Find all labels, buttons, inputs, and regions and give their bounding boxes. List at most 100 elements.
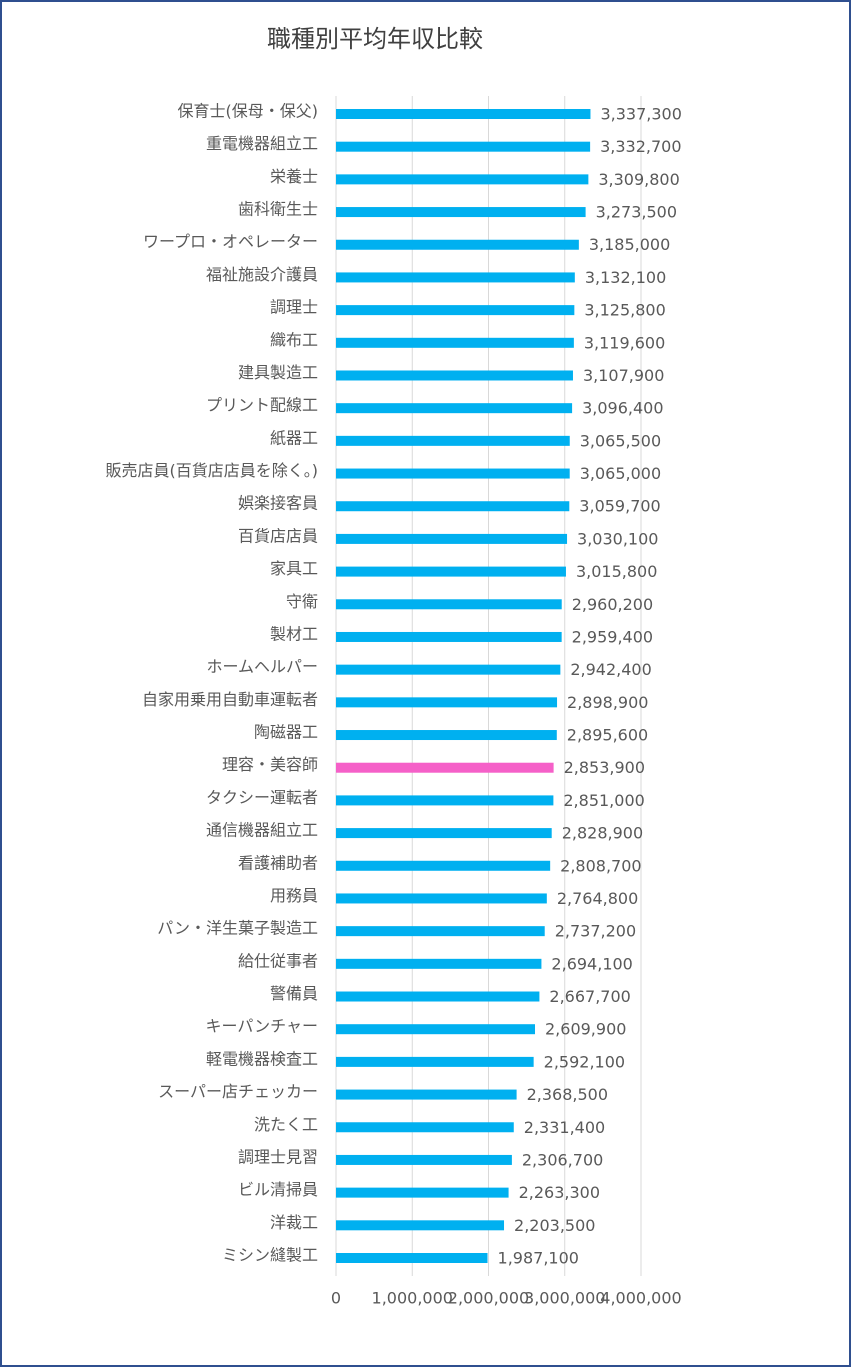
- bar: [336, 141, 591, 152]
- y-tick-label: 守衛: [286, 592, 318, 611]
- bar: [336, 860, 551, 871]
- value-label: 3,332,700: [600, 137, 681, 156]
- value-label: 2,306,700: [522, 1150, 603, 1169]
- y-tick-label: 陶磁器工: [254, 723, 318, 742]
- value-label: 1,987,100: [498, 1249, 579, 1268]
- x-tick-label: 1,000,000: [372, 1289, 453, 1308]
- y-tick-label: 歯科衛生士: [238, 200, 318, 219]
- y-tick-label: ワープロ・オペレーター: [143, 232, 318, 251]
- bar: [336, 926, 545, 937]
- bar: [336, 631, 562, 642]
- y-tick-label: 看護補助者: [238, 853, 318, 872]
- value-label: 2,764,800: [557, 889, 638, 908]
- y-tick-label: ビル清掃員: [238, 1180, 318, 1199]
- bar: [336, 893, 547, 904]
- bar: [336, 1187, 509, 1198]
- y-tick-label: 自家用乗用自動車運転者: [142, 690, 318, 709]
- y-tick-label: 通信機器組立工: [206, 821, 318, 840]
- y-tick-label: 販売店員(百貨店店員を除く。): [106, 461, 319, 480]
- bar: [336, 1154, 512, 1165]
- bar: [336, 1253, 488, 1263]
- y-tick-label: パン・洋生菓子製造工: [157, 919, 318, 938]
- value-label: 2,331,400: [524, 1118, 605, 1137]
- y-tick-label: キーパンチャー: [206, 1017, 318, 1036]
- y-tick-label: ホームヘルパー: [206, 657, 318, 676]
- y-tick-label: 調理士: [270, 298, 318, 317]
- y-tick-label: 警備員: [270, 984, 318, 1003]
- value-label: 3,119,600: [584, 333, 665, 352]
- bar: [336, 730, 557, 741]
- value-label: 2,898,900: [567, 693, 648, 712]
- bar: [336, 697, 558, 708]
- y-tick-label: 用務員: [270, 886, 318, 905]
- value-label: 2,895,600: [567, 726, 648, 745]
- value-label: 2,694,100: [551, 954, 632, 973]
- bar: [336, 599, 562, 610]
- bar: [336, 991, 540, 1002]
- y-tick-label: 娯楽接客員: [238, 494, 318, 513]
- value-label: 2,737,200: [555, 922, 636, 941]
- bar: [336, 174, 589, 185]
- value-label: 2,828,900: [562, 824, 643, 843]
- value-label: 2,808,700: [560, 856, 641, 875]
- bar: [336, 958, 542, 969]
- value-label: 2,592,100: [544, 1052, 625, 1071]
- bar: [336, 1122, 514, 1133]
- y-tick-label: 紙器工: [270, 428, 318, 447]
- value-label: 2,853,900: [564, 758, 645, 777]
- bar: [336, 1220, 505, 1231]
- value-label: 3,030,100: [577, 529, 658, 548]
- value-label: 3,125,800: [584, 301, 665, 320]
- bar: [336, 795, 554, 806]
- bar: [336, 370, 573, 381]
- x-tick-label: 3,000,000: [524, 1289, 605, 1308]
- value-label: 2,960,200: [572, 595, 653, 614]
- bar: [336, 566, 566, 577]
- value-label: 2,368,500: [527, 1085, 608, 1104]
- value-label: 3,309,800: [598, 170, 679, 189]
- y-tick-label: 家具工: [270, 559, 318, 578]
- y-tick-label: 重電機器組立工: [206, 134, 318, 153]
- y-tick-label: 織布工: [270, 330, 318, 349]
- y-tick-label: 保育士(保母・保父): [178, 102, 319, 121]
- bar: [336, 272, 575, 283]
- y-tick-label: 百貨店店員: [238, 526, 318, 545]
- value-label: 2,609,900: [545, 1020, 626, 1039]
- bar: [336, 337, 574, 348]
- bar: [336, 305, 575, 316]
- bar: [336, 1056, 534, 1067]
- value-label: 2,942,400: [570, 660, 651, 679]
- value-label: 2,851,000: [563, 791, 644, 810]
- bar: [336, 435, 570, 446]
- value-label: 2,263,300: [519, 1183, 600, 1202]
- value-label: 2,203,500: [514, 1216, 595, 1235]
- bar: [336, 1089, 517, 1100]
- value-label: 3,337,300: [600, 105, 681, 124]
- bar: [336, 762, 554, 773]
- bar: [336, 828, 552, 839]
- y-tick-label: 調理士見習: [238, 1147, 318, 1166]
- y-tick-label: 軽電機器検査工: [206, 1049, 318, 1068]
- x-tick-label: 4,000,000: [600, 1289, 681, 1308]
- value-label: 3,065,000: [580, 464, 661, 483]
- value-label: 2,959,400: [572, 627, 653, 646]
- value-label: 3,273,500: [596, 203, 677, 222]
- bar: [336, 468, 570, 479]
- y-tick-label: スーパー店チェッカー: [158, 1082, 318, 1101]
- chart-title: 職種別平均年収比較: [267, 25, 483, 53]
- y-tick-label: 洗たく工: [254, 1115, 318, 1134]
- bar: [336, 207, 586, 218]
- value-label: 3,185,000: [589, 235, 670, 254]
- bar: [336, 109, 591, 119]
- y-tick-label: 製材工: [270, 624, 318, 643]
- value-label: 2,667,700: [549, 987, 630, 1006]
- value-label: 3,059,700: [579, 497, 660, 516]
- x-tick-label: 2,000,000: [448, 1289, 529, 1308]
- y-tick-label: 理容・美容師: [222, 755, 318, 774]
- bar: [336, 1024, 536, 1035]
- value-label: 3,096,400: [582, 399, 663, 418]
- y-tick-label: 洋裁工: [270, 1213, 318, 1232]
- x-tick-label: 0: [331, 1289, 341, 1308]
- y-tick-label: 給仕従事者: [238, 951, 318, 970]
